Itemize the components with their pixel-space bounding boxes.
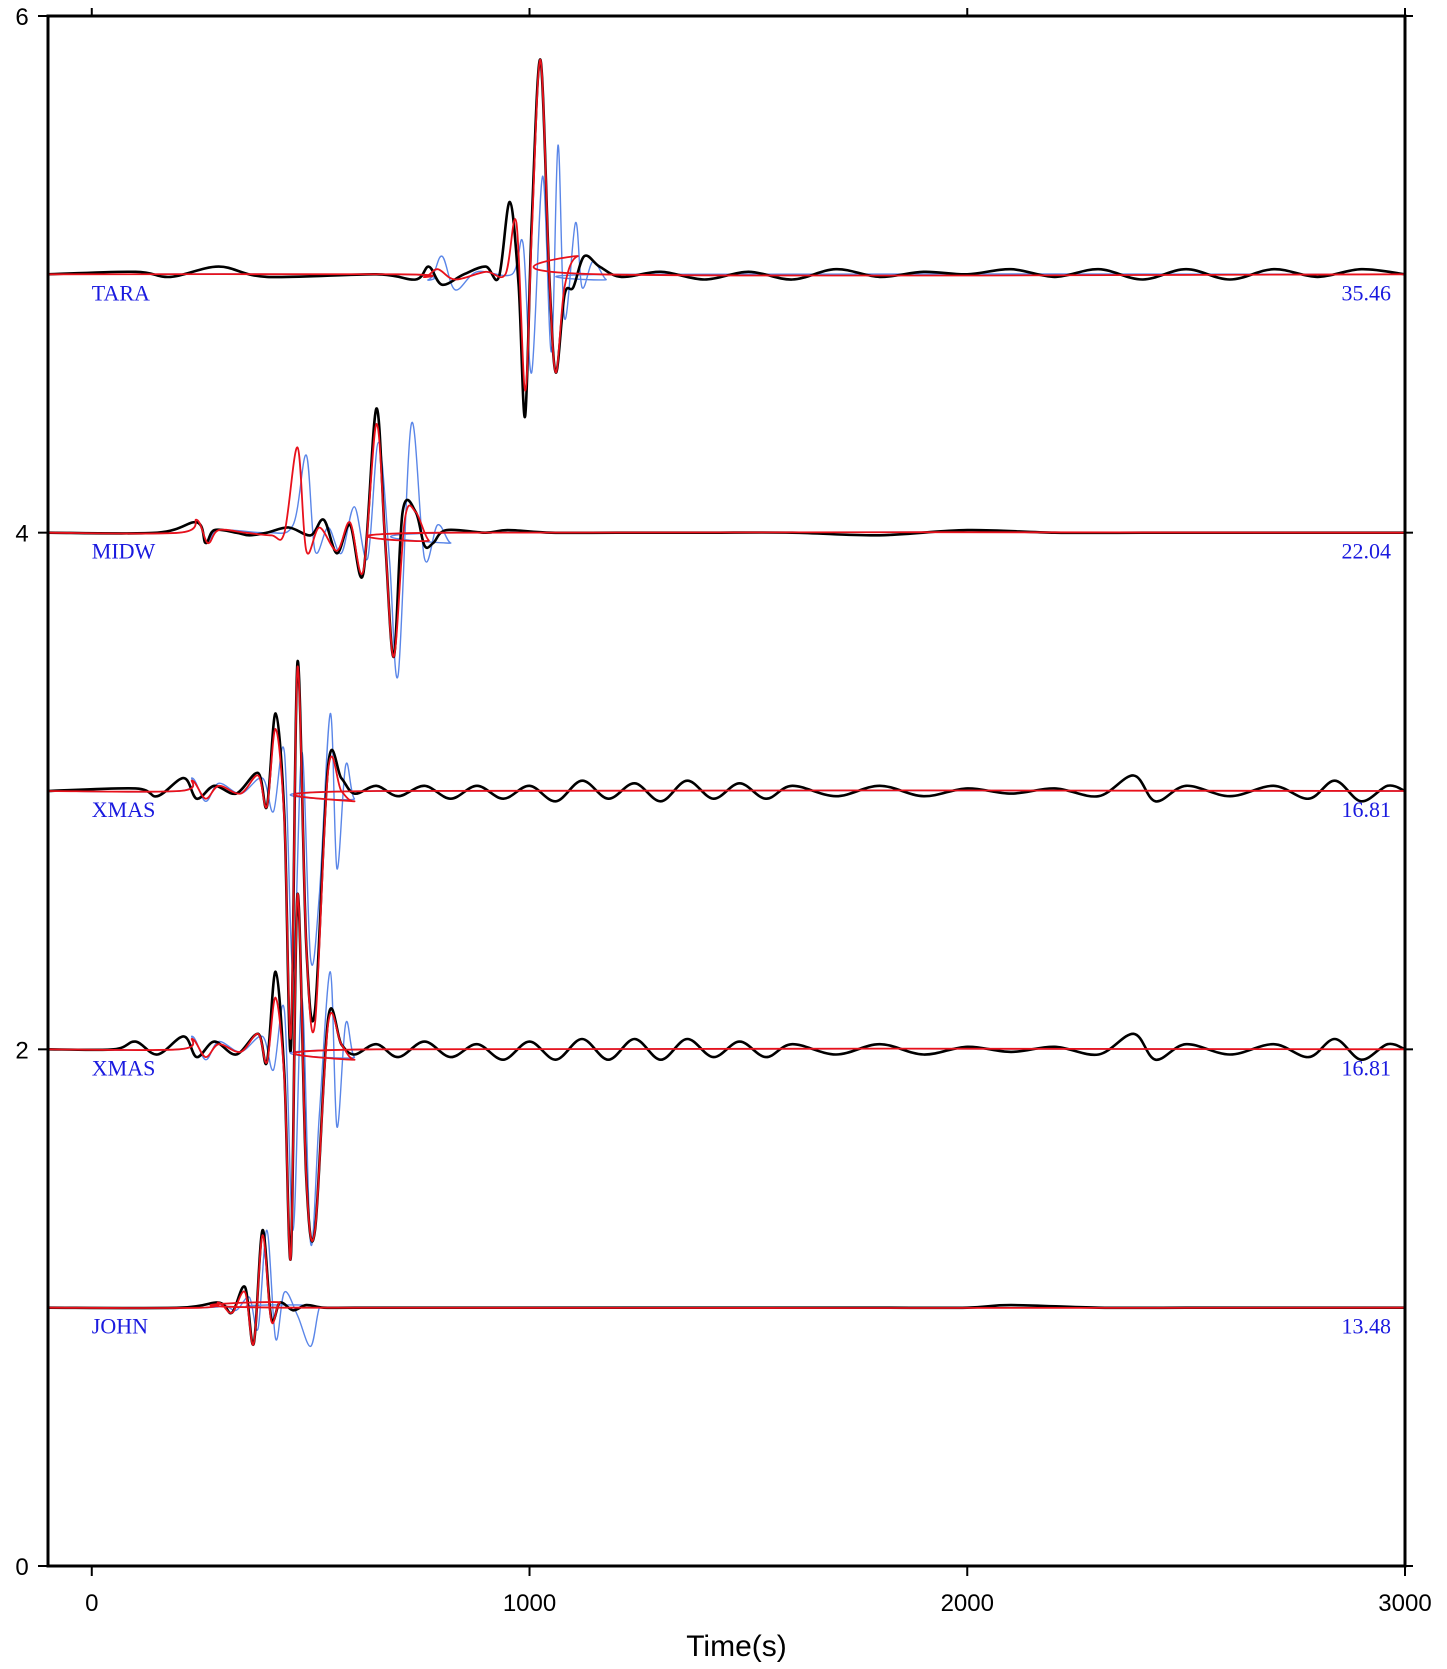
trace-0-observed-line xyxy=(47,58,1406,419)
trace-1-observed-line xyxy=(47,407,1405,659)
trace-2-reference-line xyxy=(47,712,1406,973)
trace-1-synthetic-line xyxy=(47,423,1406,658)
station-label-1: MIDW xyxy=(92,539,156,564)
x-tick-label-2: 2000 xyxy=(941,1590,994,1617)
traces-layer xyxy=(47,58,1406,1348)
trace-3-reference-line xyxy=(47,971,1406,1247)
station-label-3: XMAS xyxy=(92,1055,156,1080)
trace-0-reference-line xyxy=(47,144,1406,374)
trace-4-observed-line xyxy=(47,1228,1405,1346)
trace-2-synthetic-line xyxy=(47,665,1406,1040)
station-label-4: JOHN xyxy=(92,1314,148,1339)
y-tick-label-3: 6 xyxy=(15,4,28,31)
axes-layer: 0 1000 2000 3000 0 2 4 6 xyxy=(15,4,1431,1617)
value-label-2: 16.81 xyxy=(1342,797,1392,822)
trace-1-reference-line xyxy=(47,421,1406,679)
x-tick-label-0: 0 xyxy=(85,1590,98,1617)
station-label-0: TARA xyxy=(92,280,150,305)
x-tick-label-3: 3000 xyxy=(1378,1590,1431,1617)
value-label-4: 13.48 xyxy=(1342,1314,1392,1339)
value-label-0: 35.46 xyxy=(1342,280,1392,305)
y-tick-label-1: 2 xyxy=(15,1037,28,1064)
value-label-3: 16.81 xyxy=(1342,1055,1392,1080)
y-tick-label-2: 4 xyxy=(15,521,28,548)
labels-layer: TARA 35.46 MIDW 22.04 XMAS 16.81 XMAS 16.81 JOHN… xyxy=(92,280,1391,1338)
y-tick-label-0: 0 xyxy=(15,1554,28,1581)
plot-frame xyxy=(46,14,1407,1568)
x-axis-title: Time(s) xyxy=(686,1630,787,1663)
station-label-2: XMAS xyxy=(92,797,156,822)
value-label-1: 22.04 xyxy=(1342,539,1392,564)
trace-2-observed-line xyxy=(47,659,1406,1053)
x-tick-label-1: 1000 xyxy=(503,1590,556,1617)
trace-0-synthetic-line xyxy=(47,58,1406,392)
trace-4-synthetic-line xyxy=(47,1234,1406,1346)
trace-3-observed-line xyxy=(47,892,1406,1261)
trace-3-synthetic-line xyxy=(47,893,1406,1261)
